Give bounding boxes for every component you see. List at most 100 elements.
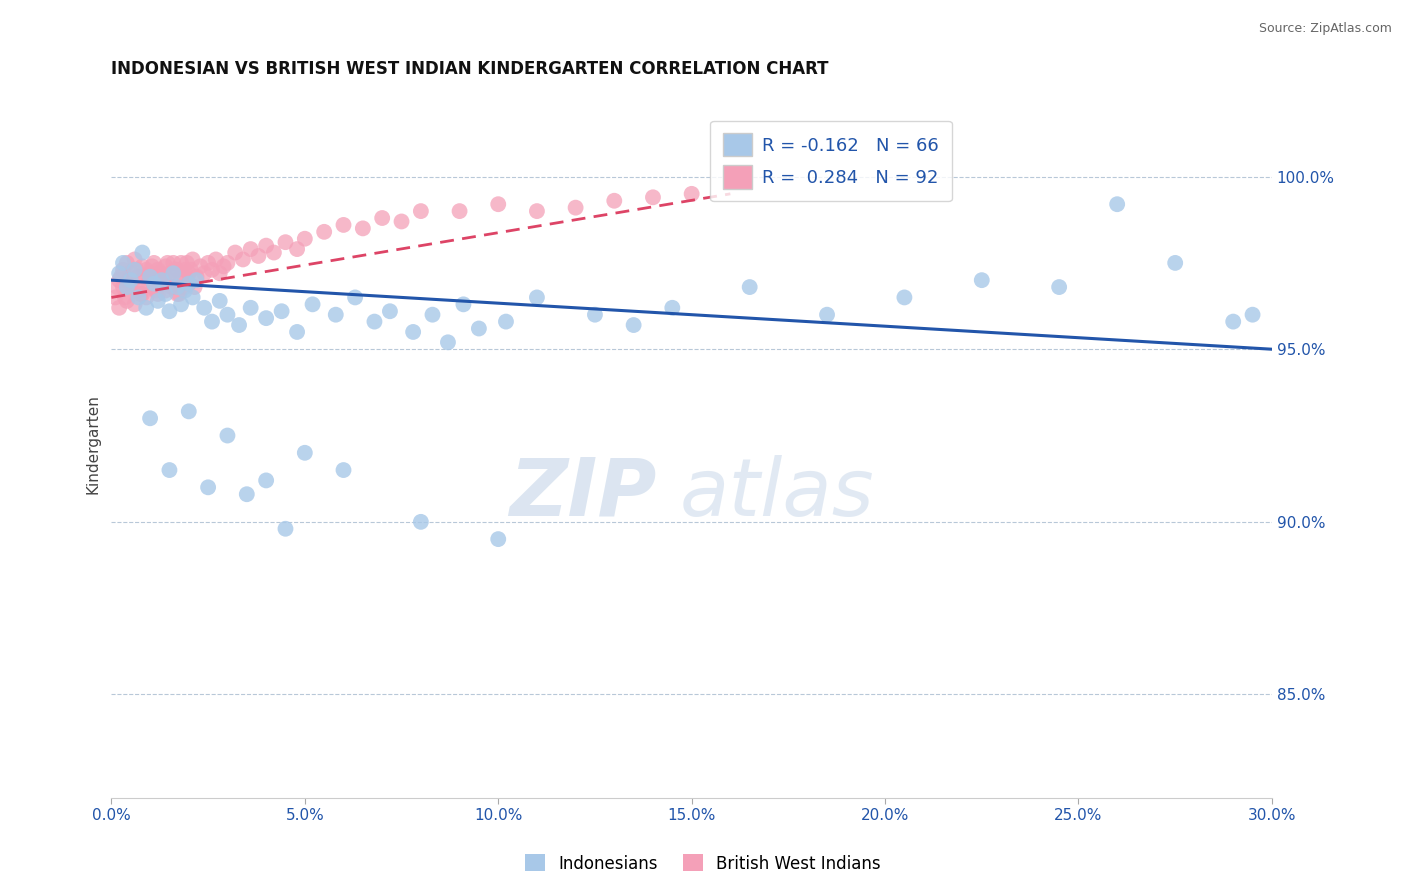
Point xyxy=(325,308,347,322)
Point xyxy=(193,301,215,315)
Point xyxy=(371,211,394,225)
Point xyxy=(162,280,184,294)
Point xyxy=(409,204,432,219)
Point xyxy=(143,280,166,294)
Point xyxy=(174,280,197,294)
Point xyxy=(150,273,173,287)
Point xyxy=(115,256,138,270)
Point xyxy=(486,532,509,546)
Point xyxy=(301,297,323,311)
Point xyxy=(186,269,208,284)
Point xyxy=(139,269,162,284)
Point xyxy=(177,277,200,291)
Point xyxy=(159,266,181,280)
Point xyxy=(176,256,198,270)
Point xyxy=(212,260,235,274)
Point xyxy=(1241,308,1264,322)
Point xyxy=(170,269,193,284)
Point xyxy=(108,301,131,315)
Point xyxy=(486,197,509,211)
Point xyxy=(239,301,262,315)
Point xyxy=(232,252,254,267)
Point xyxy=(177,404,200,418)
Point xyxy=(1047,280,1070,294)
Point xyxy=(166,280,188,294)
Point xyxy=(111,256,134,270)
Point xyxy=(294,232,316,246)
Point xyxy=(150,277,173,291)
Point xyxy=(146,287,169,301)
Point xyxy=(970,273,993,287)
Point xyxy=(108,273,131,287)
Point xyxy=(201,315,224,329)
Point xyxy=(120,266,142,280)
Point xyxy=(378,304,401,318)
Point xyxy=(217,428,239,442)
Point xyxy=(208,266,231,280)
Point xyxy=(139,273,162,287)
Point xyxy=(177,266,200,280)
Point xyxy=(681,186,703,201)
Legend: R = -0.162   N = 66, R =  0.284   N = 92: R = -0.162 N = 66, R = 0.284 N = 92 xyxy=(710,120,952,202)
Point xyxy=(170,297,193,311)
Point xyxy=(149,266,172,280)
Point xyxy=(294,446,316,460)
Point xyxy=(115,280,138,294)
Point xyxy=(150,269,173,284)
Point xyxy=(110,269,132,284)
Point xyxy=(134,269,156,284)
Point xyxy=(495,315,517,329)
Point xyxy=(129,287,152,301)
Point xyxy=(174,284,197,298)
Point xyxy=(162,266,184,280)
Point xyxy=(180,262,202,277)
Point xyxy=(239,242,262,256)
Point xyxy=(127,284,149,298)
Point xyxy=(177,277,200,291)
Point xyxy=(139,411,162,425)
Point xyxy=(1222,315,1244,329)
Point xyxy=(118,273,141,287)
Point xyxy=(201,262,224,277)
Y-axis label: Kindergarten: Kindergarten xyxy=(86,394,100,494)
Text: Source: ZipAtlas.com: Source: ZipAtlas.com xyxy=(1258,22,1392,36)
Point xyxy=(186,273,208,287)
Point xyxy=(152,273,174,287)
Point xyxy=(166,262,188,277)
Point xyxy=(409,515,432,529)
Point xyxy=(105,280,128,294)
Point xyxy=(160,280,183,294)
Point xyxy=(143,277,166,291)
Point xyxy=(120,277,142,291)
Point xyxy=(270,304,292,318)
Point xyxy=(254,311,277,326)
Point xyxy=(236,487,259,501)
Point xyxy=(155,287,177,301)
Point xyxy=(146,293,169,308)
Point xyxy=(143,256,166,270)
Point xyxy=(197,256,219,270)
Text: INDONESIAN VS BRITISH WEST INDIAN KINDERGARTEN CORRELATION CHART: INDONESIAN VS BRITISH WEST INDIAN KINDER… xyxy=(111,60,830,78)
Point xyxy=(141,260,163,274)
Point xyxy=(1107,197,1129,211)
Point xyxy=(623,318,645,332)
Point xyxy=(205,252,228,267)
Point xyxy=(111,280,134,294)
Point xyxy=(156,256,179,270)
Point xyxy=(159,304,181,318)
Point xyxy=(162,256,184,270)
Point xyxy=(274,235,297,250)
Point xyxy=(166,287,188,301)
Point xyxy=(254,238,277,252)
Point xyxy=(449,204,471,219)
Point xyxy=(104,290,127,304)
Point xyxy=(1164,256,1187,270)
Legend: Indonesians, British West Indians: Indonesians, British West Indians xyxy=(519,847,887,880)
Point xyxy=(217,256,239,270)
Point xyxy=(274,522,297,536)
Point xyxy=(352,221,374,235)
Point xyxy=(314,225,336,239)
Point xyxy=(453,297,475,311)
Point xyxy=(172,269,194,284)
Point xyxy=(131,245,153,260)
